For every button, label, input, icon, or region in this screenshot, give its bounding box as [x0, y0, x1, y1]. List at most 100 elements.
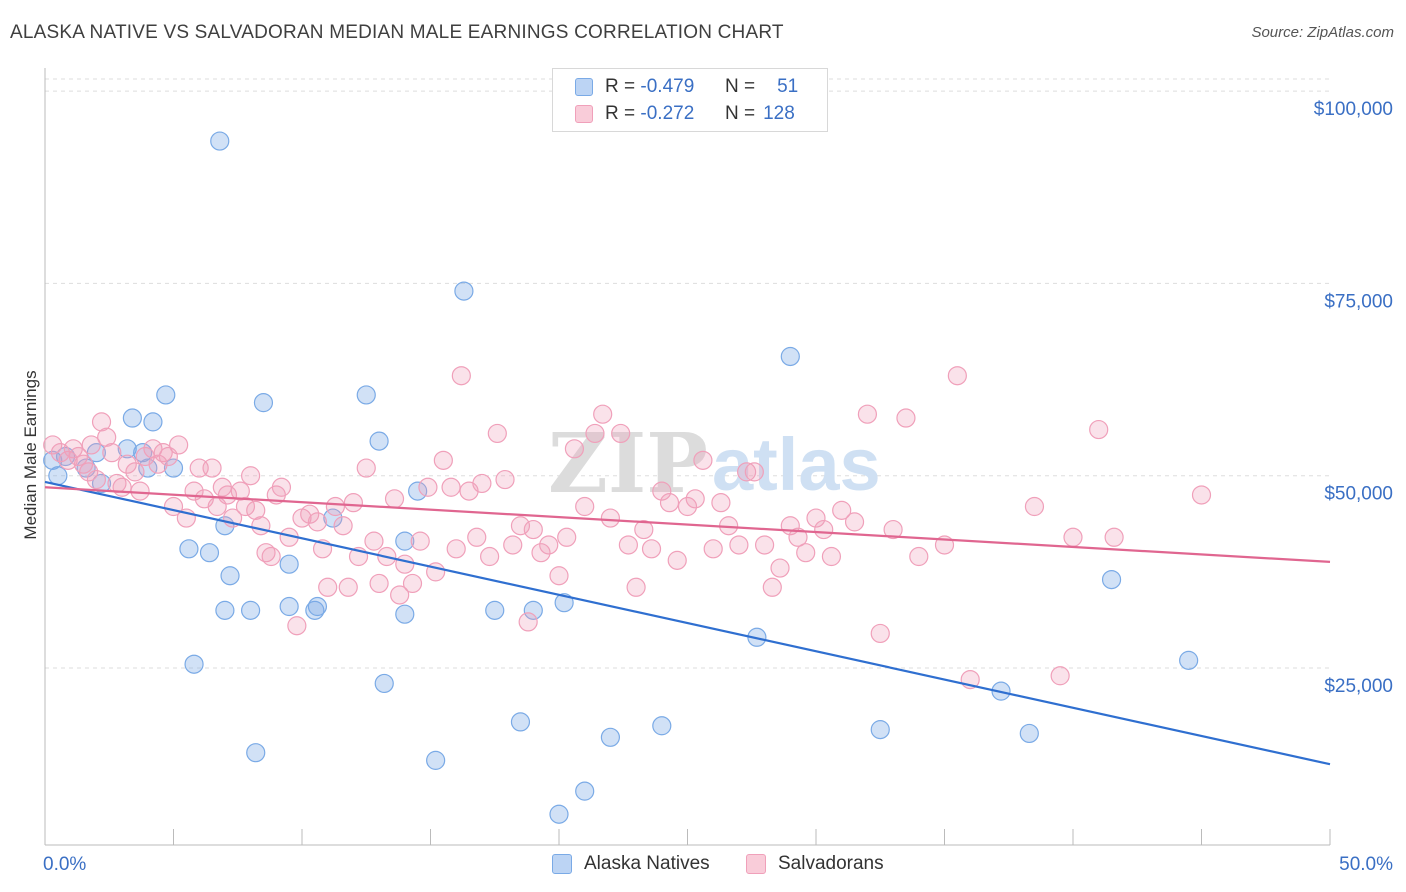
- data-point: [554, 593, 574, 613]
- data-point: [408, 481, 428, 501]
- y-tick-label: $75,000: [1324, 291, 1393, 312]
- watermark: ZIP atlas: [548, 416, 881, 512]
- data-point: [169, 435, 189, 455]
- series-alaska-natives: [43, 131, 1199, 824]
- data-point: [364, 531, 384, 551]
- data-point: [564, 439, 585, 459]
- trend-lines: [44, 480, 1331, 766]
- r-label: R =: [605, 103, 636, 124]
- data-point: [575, 781, 595, 801]
- data-point: [618, 535, 638, 555]
- data-point: [81, 435, 101, 455]
- data-point: [896, 408, 916, 428]
- data-point: [652, 716, 672, 736]
- data-point: [418, 477, 438, 497]
- data-point: [1089, 419, 1109, 440]
- data-point: [531, 543, 551, 563]
- data-point: [1024, 496, 1045, 517]
- data-point: [184, 654, 204, 674]
- data-point: [241, 466, 261, 486]
- data-point: [202, 458, 222, 478]
- data-point: [729, 535, 749, 555]
- data-point: [369, 431, 389, 451]
- bottom-legend-alaska: Alaska Natives: [552, 852, 710, 876]
- data-point: [256, 543, 276, 563]
- data-point: [122, 408, 142, 428]
- data-point: [307, 512, 328, 532]
- data-point: [870, 623, 890, 644]
- legend-r-salvadoran: R = -0.272: [605, 103, 713, 125]
- data-point: [43, 435, 63, 455]
- data-point: [230, 481, 250, 501]
- trend-line-alaska-natives: [44, 480, 1331, 766]
- data-point: [1104, 527, 1124, 547]
- data-point: [634, 519, 654, 540]
- data-point: [480, 546, 500, 567]
- n-label: N =: [725, 103, 756, 124]
- legend-swatch-salvadoran: [575, 105, 593, 123]
- data-point: [557, 527, 577, 547]
- y-axis-label: Median Male Earnings: [21, 370, 40, 539]
- data-point: [235, 496, 256, 517]
- data-point: [279, 596, 299, 617]
- data-point: [762, 577, 782, 597]
- x-tick-label-min: 0.0%: [43, 854, 86, 875]
- data-point: [86, 469, 107, 490]
- data-point: [947, 366, 967, 386]
- data-point: [112, 477, 132, 497]
- data-point: [510, 516, 531, 536]
- data-point: [641, 539, 662, 559]
- data-point: [667, 550, 687, 570]
- data-point: [832, 500, 852, 520]
- data-point: [343, 493, 363, 513]
- data-point: [374, 673, 394, 694]
- data-point: [143, 439, 163, 459]
- y-tick-label: $100,000: [1314, 99, 1393, 120]
- data-point: [575, 496, 595, 517]
- data-point: [806, 508, 826, 528]
- data-point: [246, 500, 266, 520]
- n-value: 51: [777, 76, 799, 97]
- data-point: [395, 531, 415, 551]
- data-point: [485, 600, 505, 620]
- data-point: [510, 712, 531, 732]
- bottom-label-alaska: Alaska Natives: [584, 853, 710, 874]
- data-point: [97, 427, 117, 447]
- data-point: [857, 404, 878, 424]
- data-point: [356, 385, 376, 405]
- data-point: [685, 489, 705, 509]
- bottom-swatch-salvadoran: [746, 854, 766, 874]
- data-point: [217, 485, 238, 505]
- data-point: [549, 804, 569, 824]
- data-point: [593, 404, 613, 424]
- data-point: [796, 543, 816, 563]
- data-point: [909, 546, 929, 567]
- data-point: [844, 512, 865, 532]
- data-point: [307, 596, 328, 617]
- data-point: [523, 519, 543, 540]
- data-point: [148, 454, 168, 474]
- data-point: [325, 496, 346, 517]
- source-credit: Source: ZipAtlas.com: [1251, 24, 1394, 41]
- data-point: [179, 539, 199, 559]
- data-point: [253, 393, 274, 413]
- data-point: [58, 450, 78, 470]
- watermark-zip: ZIP: [548, 416, 708, 512]
- data-point: [163, 458, 184, 478]
- r-value: -0.479: [640, 76, 695, 97]
- data-point: [384, 489, 405, 509]
- data-point: [780, 346, 800, 367]
- data-point: [744, 462, 764, 482]
- data-point: [433, 450, 453, 470]
- data-point: [220, 566, 240, 586]
- data-point: [503, 535, 523, 555]
- data-point: [1019, 723, 1039, 744]
- data-point: [821, 546, 842, 567]
- data-point: [215, 600, 235, 620]
- data-point: [210, 131, 230, 151]
- y-tick-label: $25,000: [1324, 676, 1393, 697]
- data-point: [246, 743, 266, 763]
- data-point: [487, 423, 507, 444]
- data-point: [356, 458, 376, 478]
- data-point: [338, 577, 358, 597]
